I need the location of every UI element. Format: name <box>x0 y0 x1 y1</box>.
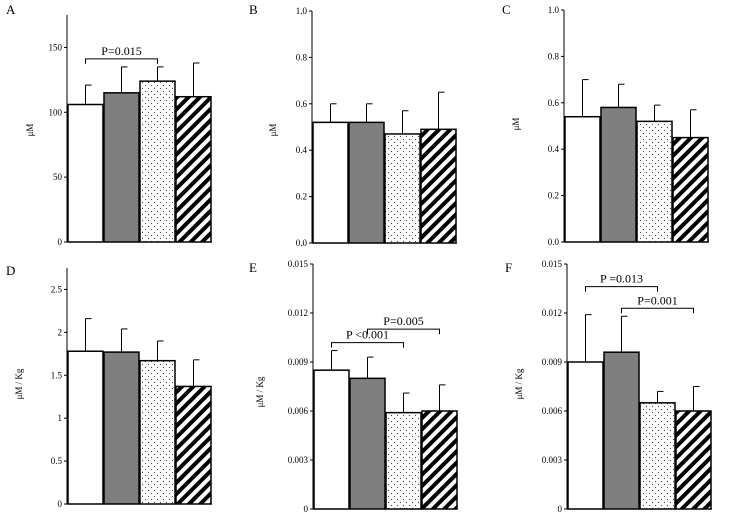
bar-dots <box>636 120 673 243</box>
bar-white <box>67 103 104 243</box>
y-tick-label: 1.5 <box>51 370 63 380</box>
significance-bracket <box>585 286 658 292</box>
significance-bracket <box>367 328 440 335</box>
bar-dots <box>139 80 176 243</box>
panel-letter: B <box>249 2 258 17</box>
y-tick-label: 0.0 <box>296 238 308 248</box>
panel-letter: A <box>6 2 16 17</box>
y-tick-label: 0.015 <box>542 259 563 269</box>
y-tick-label: 1.0 <box>548 5 560 15</box>
y-tick-label: 2 <box>58 327 63 337</box>
y-tick-label: 0.4 <box>296 145 308 155</box>
y-axis-label: μM / Kg <box>514 368 524 399</box>
y-axis-label: μM <box>268 124 278 137</box>
bar-gray <box>600 106 637 243</box>
y-tick-label: 1.0 <box>296 6 308 16</box>
bar-dots <box>384 133 421 244</box>
panel-letter: F <box>505 260 512 275</box>
y-tick-label: 0.009 <box>288 357 309 367</box>
bar-white <box>312 121 349 244</box>
significance-bracket <box>85 58 158 64</box>
bar-gray <box>348 121 385 244</box>
bar-dots <box>639 402 676 510</box>
bar-dots <box>385 411 422 510</box>
y-tick-label: 2.5 <box>51 284 63 294</box>
y-tick-label: 100 <box>49 107 63 117</box>
y-tick-label: 0 <box>58 499 63 509</box>
bar-stripes <box>175 95 212 243</box>
y-tick-label: 0.015 <box>288 259 309 269</box>
y-axis-label: μM / Kg <box>255 376 265 407</box>
panel-c: CμM 0.0 0.2 0.4 0.6 0.8 1.0 <box>502 2 709 247</box>
bar-white <box>567 361 604 510</box>
bar-white <box>67 350 104 505</box>
panel-letter: D <box>6 263 15 278</box>
y-tick-label: 0.5 <box>51 456 63 466</box>
y-tick-label: 0.0 <box>548 237 560 247</box>
p-value-label: P <0.001 <box>346 328 389 342</box>
bar-gray <box>103 92 140 243</box>
y-tick-label: 0.2 <box>548 191 559 201</box>
bar-dots <box>139 359 176 505</box>
panel-b: BμM 0.0 0.2 0.4 0.6 0.8 1.0 <box>249 2 457 248</box>
y-tick-label: 0.8 <box>296 52 308 62</box>
p-value-label: P =0.013 <box>600 272 643 286</box>
bar-stripes <box>675 410 712 510</box>
panel-f: FμM / Kg 0 0.003 0.006 0.009 0.012 0.015 P =0.0… <box>505 259 712 512</box>
y-tick-label: 0.003 <box>542 455 563 465</box>
p-value-label: P=0.015 <box>101 44 141 58</box>
p-value-label: P=0.001 <box>637 293 677 307</box>
bar-gray <box>349 377 386 510</box>
bar-stripes <box>672 136 709 243</box>
y-tick-label: 0.012 <box>542 308 562 318</box>
y-tick-label: 50 <box>53 172 63 182</box>
y-tick-label: 0.006 <box>542 406 563 416</box>
y-tick-label: 0 <box>304 504 309 512</box>
significance-bracket <box>621 307 694 314</box>
y-tick-label: 0.006 <box>288 406 309 416</box>
y-axis-label: μM <box>25 124 35 137</box>
bar-gray <box>103 351 140 505</box>
y-tick-label: 150 <box>49 42 63 52</box>
y-tick-label: 0.8 <box>548 51 560 61</box>
bar-stripes <box>421 410 458 510</box>
y-tick-label: 0.2 <box>296 192 307 202</box>
y-tick-label: 0.4 <box>548 144 560 154</box>
y-tick-label: 0 <box>58 237 63 247</box>
y-axis-label: μM <box>511 118 521 131</box>
significance-bracket <box>331 342 404 348</box>
y-tick-label: 0.012 <box>288 308 308 318</box>
bar-white <box>564 115 601 243</box>
panel-a: AμM 0 50 100 150 P=0.015 <box>6 2 212 247</box>
bar-stripes <box>175 385 212 505</box>
bar-white <box>313 369 350 510</box>
y-axis-label: μM / Kg <box>14 368 24 399</box>
p-value-label: P=0.005 <box>383 314 423 328</box>
bar-stripes <box>420 128 457 244</box>
panel-letter: E <box>249 260 257 275</box>
y-tick-label: 0.6 <box>296 99 308 109</box>
y-tick-label: 0.003 <box>288 455 309 465</box>
y-tick-label: 1 <box>58 413 63 423</box>
panel-d: DμM / Kg 0 0.5 1 1.5 2 2.5 <box>6 263 212 509</box>
y-tick-label: 0 <box>558 504 563 512</box>
panel-e: EμM / Kg 0 0.003 0.006 0.009 0.012 0.015 P=0.00… <box>249 259 458 512</box>
bar-gray <box>603 351 640 510</box>
panel-letter: C <box>502 2 511 17</box>
y-tick-label: 0.6 <box>548 98 560 108</box>
y-tick-label: 0.009 <box>542 357 563 367</box>
